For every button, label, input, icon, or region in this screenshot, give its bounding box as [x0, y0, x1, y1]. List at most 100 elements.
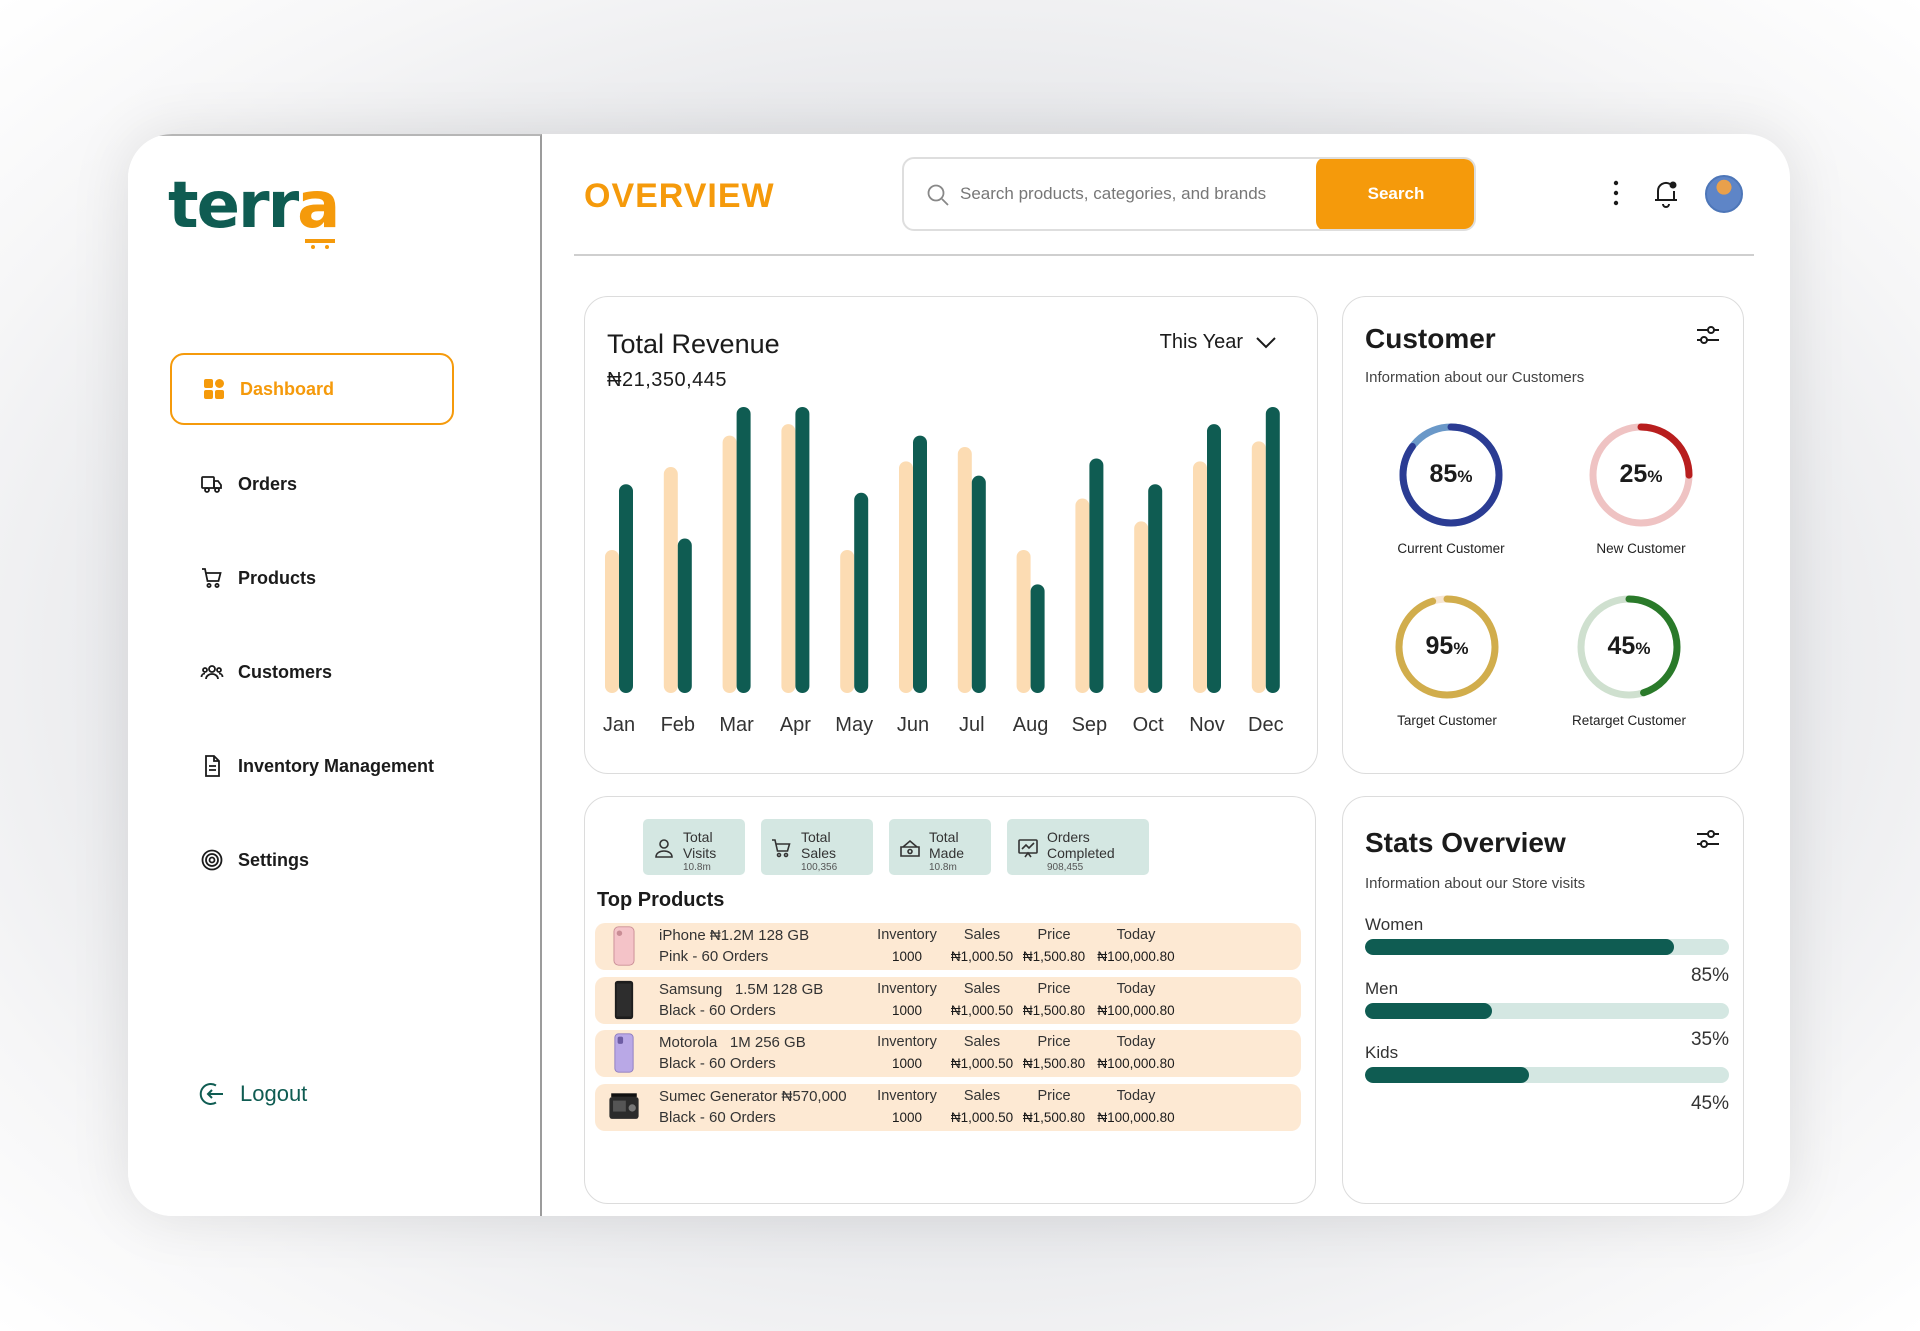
stat-bar-percent: 35%	[1690, 1029, 1729, 1050]
top-products-title: Top Products	[597, 889, 725, 911]
x-tick-label: Nov	[1189, 714, 1225, 736]
customer-ring-3[interactable]: 95% Target Customer	[1377, 593, 1517, 728]
ring-label: Retarget Customer	[1571, 713, 1687, 728]
stat-pill-total-visits[interactable]: Total Visits 10.8m	[643, 819, 745, 875]
filter-sliders-icon[interactable]	[1695, 827, 1721, 851]
stat-pill-total-made[interactable]: Total Made 10.8m	[889, 819, 991, 875]
sidebar-item-dashboard[interactable]: Dashboard	[170, 353, 454, 425]
logo-cart-icon	[305, 239, 336, 249]
sidebar-item-label: Products	[238, 567, 317, 588]
sidebar-item-orders[interactable]: Orders	[170, 448, 454, 520]
bar-jun-series-1	[899, 461, 913, 693]
filter-sliders-icon[interactable]	[1695, 323, 1721, 347]
product-row[interactable]: Motorola 1M 256 GB Black - 60 Orders Inven…	[595, 1030, 1301, 1077]
column-header: Inventory	[877, 1087, 937, 1104]
customer-card: Customer Information about our Customers…	[1342, 296, 1744, 774]
x-tick-label: Sep	[1072, 714, 1108, 736]
stat-pill-value: 908,455	[1047, 862, 1084, 873]
sidebar-item-products[interactable]: Products	[170, 542, 454, 614]
more-options-icon[interactable]	[1610, 178, 1622, 208]
truck-icon	[201, 476, 222, 493]
x-tick-label: Oct	[1133, 714, 1165, 736]
bar-feb-series-2	[677, 538, 692, 693]
stats-subtitle: Information about our Store visits	[1365, 875, 1586, 892]
revenue-value: ₦21,350,445	[607, 369, 728, 391]
column-value: ₦100,000.80	[1097, 1002, 1175, 1018]
cart-icon	[772, 839, 791, 858]
stat-pill-label: Total Sales	[801, 829, 837, 861]
column-value: ₦1,500.80	[1022, 1109, 1086, 1125]
bar-dec-series-1	[1251, 441, 1266, 693]
bar-nov-series-2	[1207, 424, 1221, 693]
stat-pill-value: 100,356	[801, 862, 838, 873]
customer-ring-4[interactable]: 45% Retarget Customer	[1559, 593, 1699, 728]
column-value: ₦100,000.80	[1097, 949, 1175, 964]
period-dropdown[interactable]: This Year	[1160, 331, 1277, 354]
product-row[interactable]: Sumec Generator ₦570,000 Black - 60 Order…	[595, 1083, 1301, 1131]
bar-mar-series-2	[736, 407, 751, 693]
product-col-today: Today ₦100,000.80	[1091, 1032, 1181, 1074]
user-avatar[interactable]	[1705, 175, 1743, 213]
column-header: Today	[1116, 927, 1156, 943]
column-header: Inventory	[877, 927, 937, 943]
stat-bar-label: Kids	[1365, 1043, 1399, 1062]
ring-percent: 25%	[1619, 460, 1663, 488]
x-tick-label: Feb	[661, 714, 695, 736]
product-col-inventory: Inventory 1000	[867, 925, 947, 967]
brand-logo[interactable]: terra	[168, 166, 340, 249]
column-value: ₦1,000.50	[950, 1109, 1014, 1125]
product-row[interactable]: iPhone ₦1.2M 128 GB Pink - 60 Orders Inven…	[595, 923, 1301, 970]
product-col-inventory: Inventory 1000	[867, 979, 947, 1021]
sidebar-item-inventory-management[interactable]: Inventory Management	[170, 730, 454, 802]
product-row[interactable]: Samsung 1.5M 128 GB Black - 60 Orders Inve…	[595, 976, 1301, 1024]
search-button[interactable]: Search	[1316, 159, 1474, 229]
stat-pill-value: 10.8m	[929, 862, 957, 873]
x-tick-label: Dec	[1248, 714, 1284, 736]
stat-pill-orders-completed[interactable]: Orders Completed 908,455	[1007, 819, 1149, 875]
bar-aug-series-2	[1030, 584, 1045, 693]
sidebar-item-label: Settings	[238, 849, 310, 870]
bar-feb-series-1	[663, 467, 678, 693]
stat-bar-kids	[1365, 1067, 1729, 1083]
logout-button[interactable]: Logout	[198, 1080, 307, 1108]
ring-label: New Customer	[1596, 541, 1686, 556]
stat-pill-label: Orders Completed	[1047, 829, 1115, 861]
product-col-price: Price ₦1,500.80	[1019, 979, 1089, 1021]
bar-mar-series-1	[722, 435, 737, 693]
notification-bell-icon[interactable]	[1652, 178, 1680, 208]
bar-jan-series-1	[605, 550, 619, 693]
revenue-card: Total Revenue ₦21,350,445 This Year Jan F…	[584, 296, 1318, 774]
donut-ring	[1589, 423, 1693, 527]
column-header: Sales	[963, 980, 1001, 997]
sidebar-item-settings[interactable]: Settings	[170, 824, 454, 896]
bar-oct-series-2	[1148, 484, 1163, 693]
stat-bar-label: Men	[1365, 979, 1399, 998]
bar-apr-series-1	[781, 424, 796, 693]
product-name: Sumec Generator ₦570,000	[659, 1087, 847, 1105]
ring-progress	[1589, 423, 1693, 527]
product-thumbnail	[609, 1092, 639, 1119]
column-value: ₦1,500.80	[1022, 949, 1086, 964]
chevron-down-icon	[1256, 336, 1276, 348]
product-detail: Black - 60 Orders	[659, 1001, 776, 1019]
product-col-sales: Sales ₦1,000.50	[947, 1086, 1017, 1128]
customer-ring-1[interactable]: 85% Current Customer	[1381, 421, 1521, 556]
product-col-price: Price ₦1,500.80	[1019, 1032, 1089, 1074]
search-input[interactable]	[960, 159, 1300, 229]
stat-pill-total-sales[interactable]: Total Sales 100,356	[761, 819, 873, 875]
x-tick-label: Apr	[780, 714, 811, 736]
product-col-sales: Sales ₦1,000.50	[947, 1032, 1017, 1074]
stats-title: Stats Overview	[1365, 827, 1566, 858]
logout-label: Logout	[240, 1081, 308, 1106]
product-name-block: Sumec Generator ₦570,000 Black - 60 Order…	[659, 1086, 847, 1128]
column-value: ₦1,500.80	[1022, 1056, 1086, 1071]
bar-may-series-2	[854, 492, 869, 693]
customer-ring-2[interactable]: 25% New Customer	[1571, 421, 1711, 556]
product-detail: Black - 60 Orders	[659, 1055, 776, 1072]
stat-bar-women	[1365, 939, 1729, 955]
product-name: iPhone ₦1.2M 128 GB	[659, 927, 810, 944]
product-col-inventory: Inventory 1000	[867, 1086, 947, 1128]
sidebar-item-customers[interactable]: Customers	[170, 636, 454, 708]
stat-pill-value: 10.8m	[683, 862, 711, 873]
period-dropdown-label: This Year	[1159, 331, 1243, 353]
